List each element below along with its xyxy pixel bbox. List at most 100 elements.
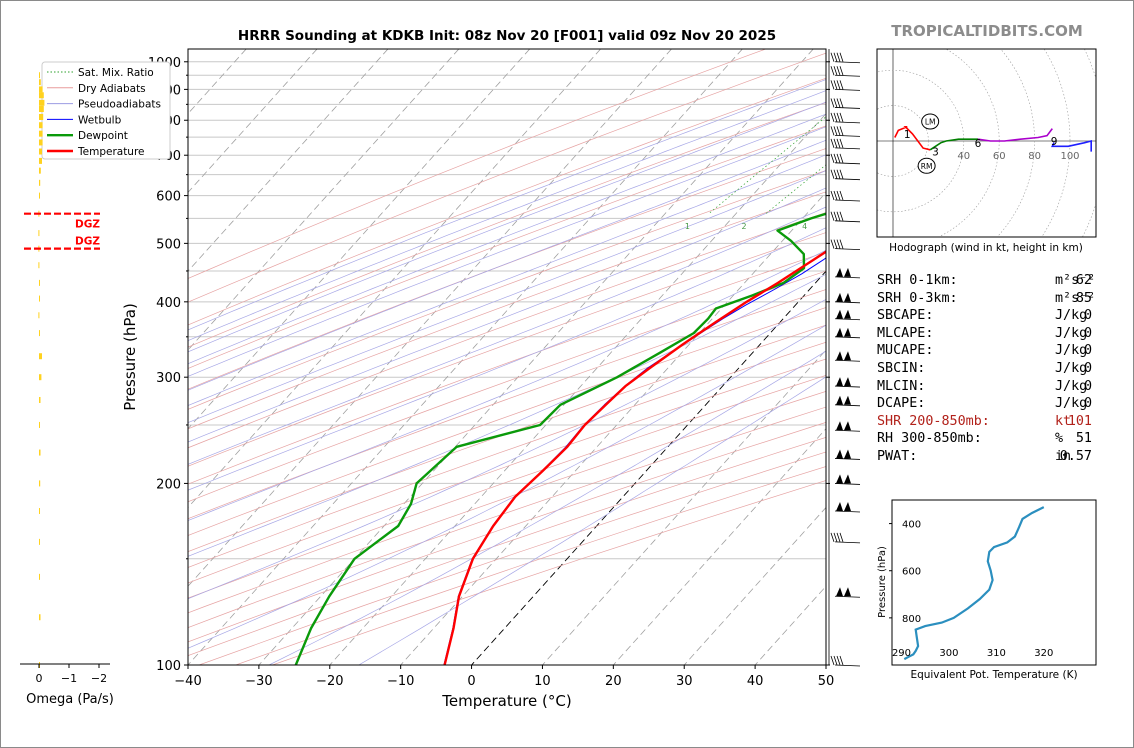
stat-row: MUCAPE: 0 J/kg — [877, 342, 1122, 360]
stat-unit: m²s⁻² — [1055, 273, 1096, 288]
stat-value: 62 — [1075, 273, 1092, 288]
storm-motion-marker — [917, 157, 936, 174]
omega-bar — [39, 99, 45, 106]
dry-adiabat-line — [188, 52, 826, 303]
stat-row: RH 300-850mb: 51% — [877, 430, 1122, 448]
hodograph-ring-label: 100 — [1060, 151, 1079, 162]
theta-e-frame — [891, 499, 1097, 666]
theta-e-y-tick-label: 400 — [902, 520, 921, 531]
omega-bar — [39, 148, 42, 155]
x-tick-label: 20 — [605, 674, 622, 689]
wind-feather — [830, 112, 844, 123]
wind-barb — [834, 292, 861, 304]
wind-pennant — [836, 377, 851, 387]
stat-row: SHR 200-850mb: 101 kt — [877, 413, 1122, 431]
stat-row: MLCIN: 0 J/kg — [877, 378, 1122, 396]
pseudoadiabat-line — [188, 324, 826, 649]
mixing-ratio-label: 10 — [887, 222, 897, 231]
skewt-ticks: 1002003004005006007008009001000−40−30−20… — [148, 56, 834, 689]
omega-bars — [38, 72, 45, 668]
y-tick-label: 300 — [156, 371, 181, 386]
mixing-ratio-line — [865, 49, 1076, 214]
mixing-ratio-line — [1006, 49, 1134, 214]
stat-unit: J/kg — [1055, 308, 1088, 324]
hodograph-ring-label: 80 — [1028, 151, 1041, 162]
mixing-ratio-line — [963, 49, 1134, 214]
omega-bar — [39, 330, 40, 337]
stat-label: MLCAPE: — [877, 325, 934, 341]
dgz-label: DGZ — [75, 219, 100, 231]
wind-barb — [830, 80, 861, 91]
theta-e-ticks: 400 600 800 290 300 310 320 — [889, 520, 1053, 659]
stat-value: 0 — [1083, 325, 1092, 341]
isotherm-line — [258, 49, 814, 665]
stat-row: SBCIN: 0 J/kg — [877, 360, 1122, 378]
wind-barb-staff — [834, 318, 861, 321]
hodograph-height-label: 6 — [975, 138, 982, 150]
hodograph-ring — [996, 49, 1035, 237]
omega-bar — [39, 421, 40, 428]
series-line-temperature — [443, 250, 826, 665]
wind-barb-staff — [834, 107, 861, 109]
stat-row: SRH 0-1km: 62 m²s⁻² — [877, 272, 1122, 290]
wind-barb — [834, 267, 861, 279]
mixing-ratio-label: 16 — [935, 222, 945, 231]
isotherm-line — [188, 49, 318, 194]
skewt-chart: 1 2 4 6 8 10 13 16 20 24 30 36 42F 1002003004005006… — [41, 48, 1134, 710]
stat-row: MLCAPE: 0 J/kg — [877, 325, 1122, 343]
isotherm-line — [188, 49, 389, 272]
wind-pennant — [836, 292, 851, 302]
omega-tick-label: −1 — [61, 672, 77, 685]
theta-e-y-tick-label: 600 — [902, 567, 921, 578]
wind-feather — [830, 98, 844, 108]
wind-pennant — [836, 309, 851, 319]
mixing-ratio-line — [942, 49, 1134, 214]
watermark: TROPICALTIDBITS.COM — [891, 22, 1083, 40]
sounding-stats-panel: SRH 0-1km: 62 m²s⁻² SRH 0-3km: 85 m²s⁻² SBCAPE… — [877, 272, 1122, 466]
stat-unit: J/kg — [1055, 396, 1088, 412]
isotherm-line — [329, 113, 826, 665]
wind-barb — [834, 587, 861, 598]
omega-bar — [38, 262, 40, 269]
mixing-ratio-line — [827, 49, 1035, 214]
wind-barb-staff — [834, 178, 861, 181]
stat-row: DCAPE: 0 J/kg — [877, 395, 1122, 413]
dry-adiabat-line — [188, 49, 766, 279]
dgz-markers: DGZ DGZ — [24, 212, 100, 250]
pseudoadiabat-line — [188, 101, 826, 353]
dry-adiabat-line — [188, 358, 826, 584]
y-tick-label: 200 — [156, 477, 181, 492]
hodograph-height-label: 1 — [904, 129, 911, 141]
dry-adiabat-line — [188, 406, 826, 628]
pseudoadiabat-line — [188, 170, 826, 424]
dry-adiabat-line — [188, 212, 826, 449]
wind-barb-staff — [834, 595, 861, 598]
omega-bar — [39, 508, 40, 515]
omega-bar — [39, 92, 44, 99]
theta-e-x-tick-label: 300 — [939, 648, 958, 659]
theta-e-x-tick-label: 320 — [1034, 648, 1053, 659]
omega-bar — [39, 106, 44, 113]
stat-label: MUCAPE: — [877, 343, 934, 359]
wind-barb-staff — [834, 74, 861, 77]
x-tick-label: 50 — [818, 674, 835, 689]
hodograph-ring-label: 60 — [993, 151, 1006, 162]
hodograph-ring — [1041, 49, 1071, 237]
mixing-ratio-label: 13 — [913, 222, 923, 231]
omega-bar — [39, 279, 40, 286]
mixing-ratio-label: 1 — [685, 222, 690, 231]
wind-feather — [830, 532, 844, 542]
omega-bar — [39, 167, 41, 174]
dry-adiabat-line — [188, 251, 826, 485]
omega-bar — [39, 396, 41, 403]
pseudoadiabat-line — [268, 350, 826, 665]
dry-adiabat-line — [188, 77, 826, 326]
wind-barb-staff — [834, 336, 861, 339]
wind-barb — [830, 532, 861, 544]
wind-barb-staff — [834, 248, 861, 251]
wind-feather — [830, 211, 844, 221]
omega-xlabel: Omega (Pa/s) — [26, 692, 114, 707]
wind-feather — [830, 126, 844, 136]
stat-label: SRH 0-3km: — [877, 290, 958, 306]
hodograph-segment — [977, 128, 1053, 142]
